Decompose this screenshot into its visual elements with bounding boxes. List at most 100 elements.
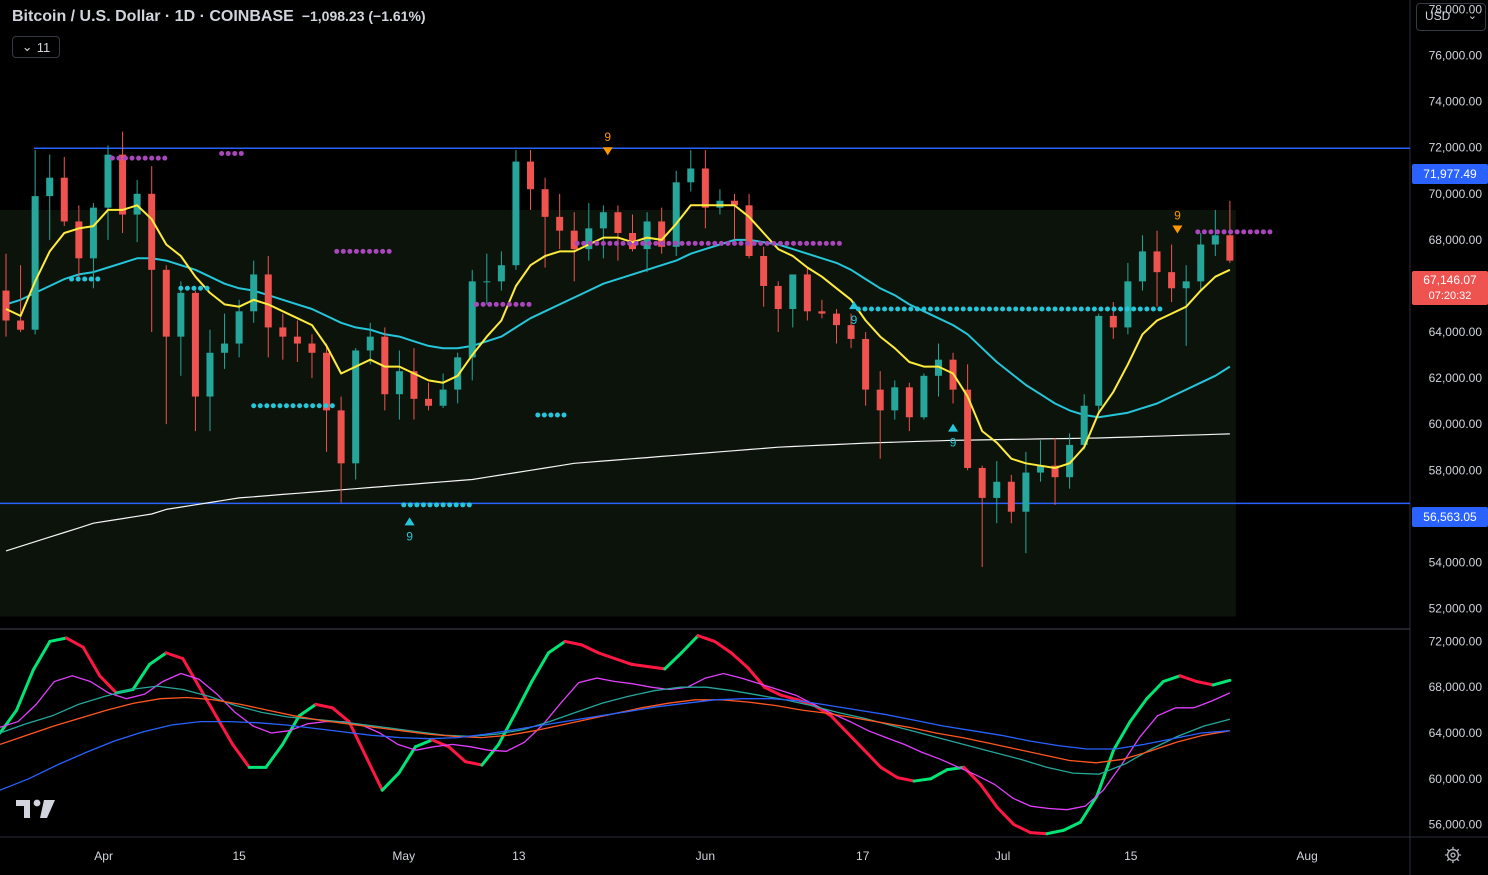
resistance-dots	[659, 240, 665, 246]
candle-body	[643, 221, 651, 250]
time-axis-label: 13	[512, 849, 526, 863]
candle-body	[148, 193, 156, 270]
resistance-dots	[1201, 229, 1207, 235]
price-axis-label: 74,000.00	[1429, 95, 1483, 109]
candle-body	[687, 168, 695, 183]
wave-segment	[895, 776, 916, 783]
wave-segment	[929, 768, 949, 781]
candle-body	[293, 336, 301, 344]
support-dots	[901, 306, 907, 312]
price-axis-label: 68,000.00	[1429, 233, 1483, 247]
price-axis-label: 58,000.00	[1429, 463, 1483, 477]
wave-segment	[1095, 748, 1116, 798]
support-dots	[973, 306, 979, 312]
wave-segment	[1211, 678, 1232, 687]
resistance-dots	[347, 248, 353, 254]
support-dots	[204, 285, 210, 291]
support-dots	[447, 502, 453, 508]
support-dots	[264, 403, 270, 409]
resistance-dots	[116, 155, 122, 161]
wave-segment	[763, 685, 783, 697]
wave-segment	[497, 712, 517, 746]
wave-segment	[463, 760, 484, 767]
resistance-dots	[666, 240, 672, 246]
candle-body	[250, 274, 258, 312]
support-dots	[993, 306, 999, 312]
support-dots	[1111, 306, 1117, 312]
support-dots	[888, 306, 894, 312]
support-dots	[414, 502, 420, 508]
candle-body	[381, 336, 389, 395]
support-dots	[453, 502, 459, 508]
candle-body	[425, 398, 433, 406]
support-dots	[82, 276, 88, 282]
candle-body	[818, 311, 826, 314]
resistance-dots	[129, 155, 135, 161]
support-dots	[1039, 306, 1045, 312]
wave-segment	[563, 639, 584, 647]
wave-segment	[1045, 828, 1066, 836]
resistance-dots	[712, 240, 718, 246]
indicators-toggle-button[interactable]: ⌄ 11	[12, 36, 60, 58]
wave-segment	[397, 745, 417, 775]
resistance-dots	[764, 240, 770, 246]
wave-segment	[779, 693, 800, 702]
resistance-dots	[373, 248, 379, 254]
resistance-dots	[487, 301, 493, 307]
support-dots	[541, 412, 547, 418]
support-dots	[1091, 306, 1097, 312]
support-dots	[980, 306, 986, 312]
candle-body	[133, 193, 141, 215]
wave-segment	[264, 742, 285, 769]
support-dots	[297, 403, 303, 409]
resistance-dots	[692, 240, 698, 246]
support-dots	[1006, 306, 1012, 312]
resistance-dots	[718, 240, 724, 246]
candle-body	[1197, 244, 1205, 282]
candles	[2, 131, 1234, 568]
candle-body	[308, 343, 316, 353]
osc-axis-label: 64,000.00	[1429, 726, 1483, 740]
resistance-dots	[513, 301, 519, 307]
resistance-dots	[1221, 229, 1227, 235]
candle-body	[701, 168, 709, 208]
resistance-dots	[219, 151, 225, 156]
support-dots	[1124, 306, 1130, 312]
wave-segment	[231, 742, 251, 769]
candle-body	[1007, 481, 1015, 512]
support-dots	[329, 403, 335, 409]
candle-body	[541, 189, 549, 217]
resistance-dots	[725, 240, 731, 246]
resistance-dots	[823, 240, 829, 246]
wave-segment	[1012, 823, 1032, 835]
wave-base-line	[0, 698, 1230, 791]
candle-body	[454, 357, 462, 390]
sell-setup-count: 9	[1174, 209, 1181, 223]
support-dots	[191, 285, 197, 291]
resistance-dots	[686, 240, 692, 246]
support-dots	[270, 403, 276, 409]
candle-body	[439, 389, 447, 406]
resistance-dots	[581, 240, 587, 246]
candle-body	[1022, 472, 1030, 512]
support-dots	[882, 306, 888, 312]
support-dots	[954, 306, 960, 312]
resistance-dots	[627, 240, 633, 246]
resistance-dots	[1208, 229, 1214, 235]
wave-segment	[48, 636, 68, 643]
candle-body	[862, 338, 870, 390]
support-dots	[535, 412, 541, 418]
price-axis-label: 64,000.00	[1429, 325, 1483, 339]
indicator-count: 11	[36, 39, 51, 55]
candle-body	[191, 292, 199, 397]
wave-segment	[613, 657, 634, 666]
resistance-dots	[474, 301, 480, 307]
resistance-dots	[640, 240, 646, 246]
symbol-title: Bitcoin / U.S. Dollar · 1D · COINBASE	[12, 8, 294, 25]
gear-icon[interactable]	[1444, 846, 1462, 864]
support-dots	[1085, 306, 1091, 312]
candle-body	[279, 327, 287, 337]
currency-select[interactable]: USD ⌄	[1416, 3, 1486, 31]
buy-setup-count: 9	[851, 313, 858, 327]
